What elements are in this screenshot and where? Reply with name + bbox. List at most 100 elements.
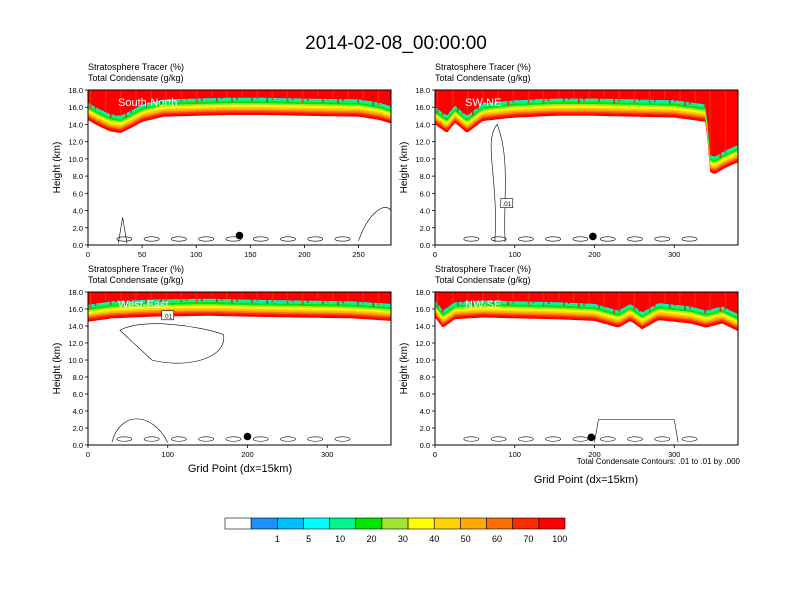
y-tick-label: 16.0 bbox=[68, 305, 83, 314]
y-tick-label: 12.0 bbox=[68, 339, 83, 348]
colorbar-label: 40 bbox=[429, 534, 439, 544]
y-tick-label: 8.0 bbox=[73, 373, 83, 382]
y-tick-label: 14.0 bbox=[415, 322, 430, 331]
panel-name: South-North bbox=[118, 97, 177, 109]
contour-loop bbox=[681, 236, 698, 242]
location-marker bbox=[587, 433, 596, 442]
plot-frame bbox=[87, 89, 392, 246]
panel-sw-ne: .01 SW-NE Stratosphere Tracer (%)Total Con… bbox=[399, 62, 739, 259]
y-tick-label: 18.0 bbox=[68, 86, 83, 95]
y-tick-label: 18.0 bbox=[68, 288, 83, 297]
colorbar-box bbox=[381, 517, 409, 530]
y-tick-label: 16.0 bbox=[415, 103, 430, 112]
colorbar-box bbox=[355, 517, 383, 530]
x-tick-label: 100 bbox=[190, 250, 203, 259]
contour-loop bbox=[252, 436, 269, 442]
x-tick-label: 200 bbox=[588, 450, 601, 459]
contour-loop bbox=[280, 236, 296, 242]
y-tick-label: 0.0 bbox=[73, 241, 83, 250]
y-tick-label: 10.0 bbox=[68, 155, 83, 164]
y-tick-label: 10.0 bbox=[415, 356, 430, 365]
tracer-band-6 bbox=[435, 90, 738, 166]
y-tick-label: 0.0 bbox=[73, 441, 83, 450]
contour-loop bbox=[143, 236, 160, 242]
x-tick-label: 300 bbox=[668, 250, 681, 259]
x-tick-label: 250 bbox=[352, 250, 365, 259]
colorbar-box bbox=[486, 517, 513, 530]
y-tick-label: 4.0 bbox=[420, 207, 430, 216]
contour-loop bbox=[116, 236, 133, 242]
contour-loop bbox=[198, 436, 215, 442]
panel-plot-area: .01 bbox=[435, 90, 738, 245]
y-tick-label: 8.0 bbox=[73, 172, 83, 181]
colorbar-label: 10 bbox=[335, 534, 345, 544]
y-tick-label: 4.0 bbox=[420, 407, 430, 416]
x-tick-label: 300 bbox=[321, 450, 334, 459]
y-tick-label: 2.0 bbox=[73, 224, 83, 233]
y-tick-label: 16.0 bbox=[68, 103, 83, 112]
contour-loop bbox=[518, 436, 534, 442]
y-tick-label: 12.0 bbox=[68, 138, 83, 147]
tracer-band-cap bbox=[435, 292, 738, 315]
contour-loop bbox=[307, 436, 324, 442]
y-tick-label: 4.0 bbox=[73, 407, 83, 416]
panel-name: NW-SE bbox=[465, 299, 501, 311]
contour-label: .01 bbox=[164, 314, 173, 320]
x-axis-label-bottom-left: Grid Point (dx=15km) bbox=[188, 463, 292, 475]
colorbar-label: 100 bbox=[552, 534, 567, 544]
y-tick-label: 4.0 bbox=[73, 207, 83, 216]
location-marker bbox=[235, 231, 244, 240]
plot-frame bbox=[434, 291, 739, 446]
y-tick-label: 6.0 bbox=[73, 189, 83, 198]
panel-name: SW-NE bbox=[465, 97, 501, 109]
x-tick-label: 0 bbox=[86, 250, 90, 259]
contour-label-box bbox=[500, 198, 514, 208]
x-tick-label: 200 bbox=[241, 450, 254, 459]
x-tick-label: 200 bbox=[298, 250, 311, 259]
colorbar-box bbox=[433, 517, 461, 530]
y-tick-label: 2.0 bbox=[73, 424, 83, 433]
y-tick-label: 0.0 bbox=[420, 241, 430, 250]
panel-plot-area bbox=[88, 90, 391, 245]
contour-loop bbox=[334, 436, 351, 442]
contour-loop bbox=[627, 236, 643, 242]
y-tick-label: 10.0 bbox=[415, 155, 430, 164]
contour-lower bbox=[594, 419, 679, 443]
colorbar-box bbox=[303, 517, 330, 530]
colorbar-box bbox=[277, 517, 304, 530]
y-tick-label: 8.0 bbox=[420, 373, 430, 382]
x-axis-label-bottom-right: Grid Point (dx=15km) bbox=[534, 474, 638, 486]
location-marker bbox=[589, 232, 597, 241]
x-tick-label: 200 bbox=[588, 250, 601, 259]
panel-plot-area bbox=[435, 292, 738, 445]
header-line2: Total Condensate (g/kg) bbox=[435, 275, 531, 285]
contour-loop bbox=[143, 436, 160, 442]
header-line2: Total Condensate (g/kg) bbox=[88, 275, 184, 285]
y-tick-label: 8.0 bbox=[420, 172, 430, 181]
contour-loop bbox=[252, 236, 269, 242]
colorbar-box bbox=[224, 517, 252, 530]
panel-south-north: South-North Stratosphere Tracer (%)Total … bbox=[52, 62, 392, 259]
contour-lower bbox=[111, 418, 169, 443]
contour-label: .01 bbox=[503, 202, 512, 208]
contour-spike bbox=[118, 217, 128, 244]
contour-loop bbox=[490, 436, 507, 442]
colorbar-label: 70 bbox=[523, 534, 533, 544]
x-tick-label: 0 bbox=[433, 450, 437, 459]
y-axis-label: Height (km) bbox=[399, 343, 410, 395]
y-tick-label: 14.0 bbox=[68, 120, 83, 129]
contour-loop bbox=[198, 236, 215, 242]
contour-right bbox=[358, 207, 391, 241]
contour-loop bbox=[463, 436, 480, 442]
x-tick-label: 50 bbox=[138, 250, 146, 259]
tracer-band-cap bbox=[435, 90, 738, 157]
contour-loop bbox=[225, 436, 242, 442]
contour-loop bbox=[545, 236, 562, 242]
contour-loop bbox=[599, 236, 616, 242]
colorbar-label: 1 bbox=[275, 534, 280, 544]
y-axis-label: Height (km) bbox=[52, 343, 63, 395]
x-tick-label: 0 bbox=[86, 450, 90, 459]
colorbar-box bbox=[250, 517, 278, 530]
contour-upper bbox=[119, 323, 224, 364]
condensate-contours bbox=[116, 207, 391, 244]
